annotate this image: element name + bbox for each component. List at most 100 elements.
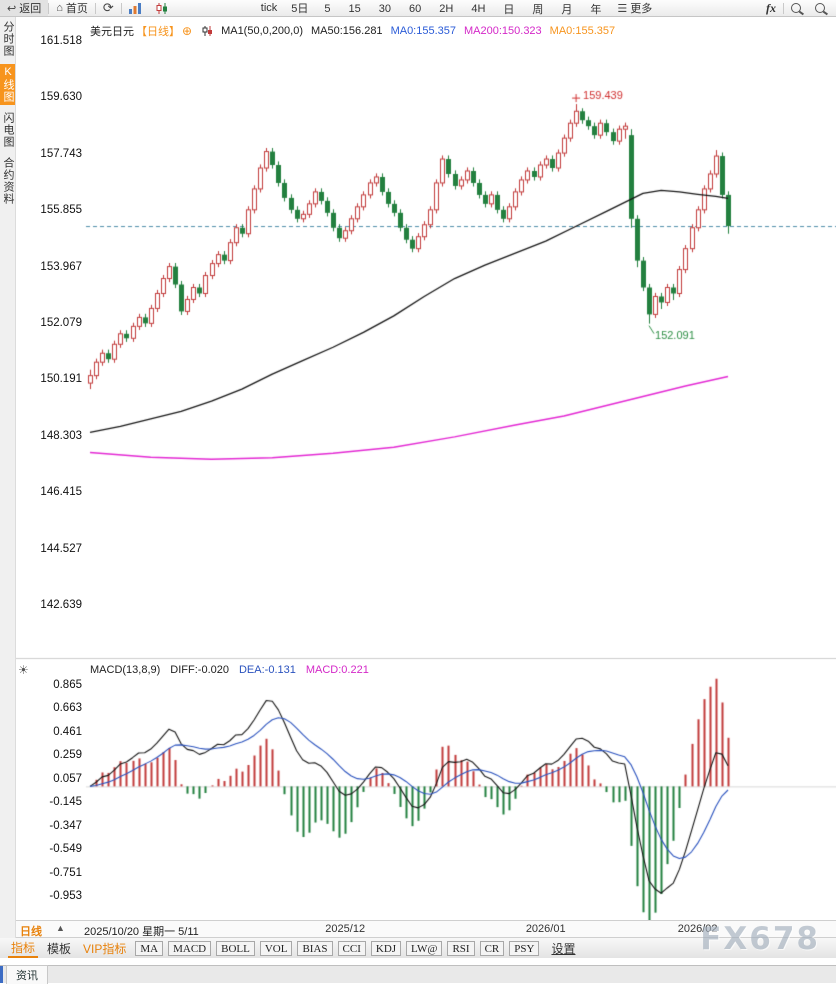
y-axis-tick: 159.630	[40, 91, 82, 104]
fx-indicator-button[interactable]: fx	[759, 1, 783, 16]
ma0-value-blue: MA0:155.357	[390, 25, 456, 37]
interval-button-15[interactable]: 15	[348, 2, 361, 15]
interval-button-2H[interactable]: 2H	[439, 2, 454, 15]
y-axis-tick: 157.743	[40, 147, 82, 160]
bar-chart-icon	[128, 2, 141, 14]
interval-button-4H[interactable]: 4H	[471, 2, 486, 15]
home-label: 首页	[65, 3, 88, 15]
interval-button-60[interactable]: 60	[409, 2, 422, 15]
interval-button-周[interactable]: 周	[532, 3, 544, 16]
magnifier-icon	[791, 3, 801, 13]
kline-chart-icon	[156, 2, 167, 14]
indicator-button-lw@[interactable]: LW@	[406, 940, 443, 956]
interval-button-30[interactable]: 30	[378, 2, 392, 15]
x-axis-label: 2026/02	[677, 923, 718, 935]
back-arrow-icon: ↩	[7, 2, 17, 15]
ma200-value: MA200:150.323	[464, 25, 542, 37]
chart-area: 美元日元 【日线】 ⊕ MA1(50,0,200,0) MA50:156.281…	[16, 17, 836, 920]
y-axis-tick: 144.527	[40, 542, 82, 555]
indicator-button-rsi[interactable]: RSI	[447, 940, 475, 956]
back-button[interactable]: ↩ 返回	[0, 0, 49, 16]
ma0-value-orange: MA0:155.357	[549, 25, 616, 37]
macd-y-axis-tick: -0.145	[49, 796, 82, 809]
five-day-label: 5日	[291, 3, 309, 15]
macd-y-axis-tick: 0.865	[53, 679, 82, 691]
more-button[interactable]: ☰ 更多	[610, 0, 659, 16]
zoom-in-button[interactable]	[808, 3, 832, 13]
macd-y-axis-tick: -0.953	[49, 890, 82, 902]
menu-icon: ☰	[617, 2, 628, 15]
macd-y-axis-tick: 0.259	[53, 749, 82, 762]
interval-button-5[interactable]: 5	[324, 2, 331, 15]
macd-y-axis-tick: 0.057	[53, 772, 82, 785]
kline-chart-type-button[interactable]	[149, 0, 176, 16]
settings-button[interactable]: 设置	[551, 941, 576, 956]
indicator-button-macd[interactable]: MACD	[168, 940, 212, 956]
indicator-button-group: MA MACD BOLL VOL BIAS CCI KDJ LW@ RSI CR PSY	[135, 940, 540, 956]
top-toolbar: ↩ 返回 ⌂ 首页 ⟳ tick 5日 5 15 30 60 2H 4H 日 周 月 年 ☰ 更多	[0, 0, 836, 17]
status-bar: 资讯	[0, 965, 836, 984]
indicator-button-bias[interactable]: BIAS	[297, 940, 333, 956]
indicator-button-psy[interactable]: PSY	[509, 940, 540, 956]
y-axis-tick: 148.303	[40, 429, 82, 442]
dea-value: DEA:-0.131	[238, 664, 296, 676]
brightness-icon[interactable]: ☀	[18, 663, 29, 677]
x-axis-row: 日线 ▲ 2025/10/20 星期一 5/11 2025/12 2026/01 2…	[16, 920, 836, 938]
tab-templates[interactable]: 模板	[47, 941, 72, 956]
more-label: 更多	[630, 3, 653, 15]
add-symbol-icon[interactable]: ⊕	[182, 24, 193, 38]
y-axis-tick: 155.855	[40, 204, 82, 217]
zoom-out-button[interactable]	[784, 3, 808, 13]
crosshair-date-info: 2025/10/20 星期一 5/11	[84, 926, 199, 938]
fx-label: fx	[766, 0, 776, 15]
indicator-button-ma[interactable]: MA	[135, 940, 164, 956]
main-chart-legend: 美元日元 【日线】 ⊕ MA1(50,0,200,0) MA50:156.281…	[90, 23, 615, 39]
indicator-button-boll[interactable]: BOLL	[216, 940, 255, 956]
y-axis-tick: 146.415	[40, 486, 82, 499]
indicator-button-cci[interactable]: CCI	[337, 940, 366, 956]
price-chart-canvas[interactable]	[16, 17, 836, 920]
tab-news[interactable]: 资讯	[6, 965, 48, 984]
home-icon: ⌂	[56, 2, 63, 14]
macd-y-axis-tick: 0.663	[53, 702, 82, 715]
five-day-button[interactable]: 5日	[284, 0, 315, 16]
indicator-button-vol[interactable]: VOL	[259, 940, 293, 956]
toolbar-divider	[783, 2, 784, 14]
magnifier-icon	[815, 3, 825, 13]
period-selector[interactable]: 日线	[20, 926, 42, 938]
interval-button-日[interactable]: 日	[503, 3, 515, 16]
y-axis-tick: 142.639	[40, 599, 82, 611]
refresh-icon: ⟳	[102, 0, 114, 15]
macd-y-axis-tick: -0.347	[49, 819, 82, 832]
home-button[interactable]: ⌂ 首页	[49, 0, 95, 16]
tab-indicators[interactable]: 指标	[8, 939, 39, 958]
sidebar-item-闪电图[interactable]: 闪电图	[2, 112, 14, 148]
sidebar-item-K线图[interactable]: K线图	[0, 64, 15, 105]
interval-button-月[interactable]: 月	[561, 3, 573, 16]
diff-value: DIFF:-0.020	[170, 664, 229, 676]
y-axis-tick: 161.518	[40, 35, 82, 47]
y-axis-tick: 153.967	[40, 260, 82, 273]
refresh-button[interactable]: ⟳	[96, 0, 121, 16]
y-axis-tick: 152.079	[40, 316, 82, 329]
interval-button-年[interactable]: 年	[590, 3, 602, 16]
bar-chart-type-button[interactable]	[122, 0, 149, 16]
status-accent	[0, 966, 3, 983]
x-axis-label: 2025/12	[325, 923, 366, 935]
indicator-button-cr[interactable]: CR	[479, 940, 505, 956]
macd-y-axis-tick: -0.751	[49, 866, 82, 879]
toolbar-divider	[48, 2, 50, 14]
toolbar-divider	[120, 2, 122, 14]
period-dropdown-arrow-icon[interactable]: ▲	[56, 923, 65, 933]
x-axis-label: 2026/01	[525, 923, 566, 935]
macd-y-axis-tick: 0.461	[53, 725, 82, 738]
sidebar-item-分时图[interactable]: 分时图	[2, 21, 14, 57]
toolbar-divider	[94, 2, 96, 14]
macd-legend: MACD(13,8,9) DIFF:-0.020 DEA:-0.131 MACD…	[90, 664, 369, 676]
tick-label: tick	[260, 2, 278, 14]
tab-vip-indicators[interactable]: VIP指标	[83, 941, 127, 956]
tick-button[interactable]: tick	[254, 0, 285, 16]
sidebar-item-合约资料[interactable]: 合约资料	[2, 157, 14, 205]
indicator-toolbar: 指标 模板 VIP指标 MA MACD BOLL VOL BIAS CCI KDJ LW@ RS…	[0, 937, 836, 958]
indicator-button-kdj[interactable]: KDJ	[370, 940, 402, 956]
